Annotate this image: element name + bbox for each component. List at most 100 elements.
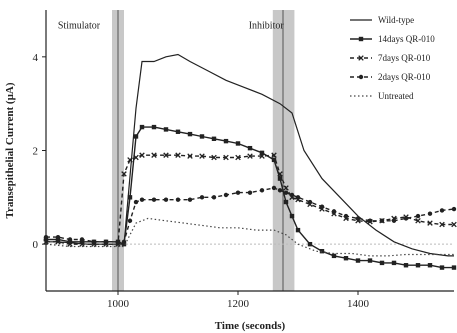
data-point <box>307 241 313 247</box>
marker-stroke <box>235 154 241 161</box>
x-axis-title: Time (seconds) <box>215 320 286 332</box>
data-point <box>271 185 277 191</box>
data-point <box>451 221 457 228</box>
series-untreated <box>45 217 454 257</box>
y-tick-label: 2 <box>33 146 39 158</box>
legend: Wild-type 14days QR-010 7days QR-010 2days … <box>350 15 435 101</box>
data-point <box>223 192 229 198</box>
shaded-band-inhibitor <box>272 10 295 291</box>
series-line <box>46 187 455 243</box>
data-point <box>67 241 73 247</box>
data-point <box>247 153 253 159</box>
data-point <box>343 256 349 261</box>
data-point <box>415 263 421 268</box>
marker-stroke <box>223 154 229 161</box>
marker-stroke <box>211 154 217 161</box>
legend-item: Wild-type <box>350 15 414 25</box>
data-point <box>79 239 85 245</box>
data-point <box>187 131 193 137</box>
series-line <box>46 53 454 257</box>
marker-stroke <box>151 152 157 158</box>
data-point <box>121 241 127 247</box>
data-point <box>199 134 205 139</box>
legend-item: 14days QR-010 <box>350 34 435 44</box>
data-point <box>319 248 325 254</box>
marker-stroke <box>283 185 289 191</box>
data-point <box>133 134 139 139</box>
data-point <box>151 124 157 130</box>
data-point <box>121 239 127 245</box>
data-point <box>211 154 217 161</box>
data-point <box>139 152 145 158</box>
data-point <box>295 227 301 233</box>
data-point <box>115 239 121 245</box>
marker-stroke <box>277 171 283 177</box>
data-point <box>55 239 61 245</box>
data-point <box>235 141 241 146</box>
legend-item: 7days QR-010 <box>350 53 431 63</box>
data-point <box>283 185 289 191</box>
series-line <box>46 154 454 245</box>
data-point <box>139 197 145 202</box>
data-point <box>391 260 397 266</box>
y-tick-label: 0 <box>33 239 39 251</box>
data-point <box>79 241 85 247</box>
data-point <box>307 199 313 205</box>
data-point <box>67 239 73 245</box>
legend-label: 7days QR-010 <box>378 53 431 63</box>
legend-label: Wild-type <box>378 15 414 25</box>
marker-stroke <box>199 153 205 159</box>
data-point <box>427 263 433 268</box>
data-point <box>439 208 445 213</box>
marker-stroke <box>55 239 61 245</box>
data-point <box>67 237 73 242</box>
data-point <box>235 154 241 161</box>
data-point <box>247 190 253 195</box>
legend-label: 2days QR-010 <box>378 72 431 82</box>
data-point <box>271 152 277 158</box>
data-point <box>343 213 349 219</box>
data-point <box>91 239 97 245</box>
data-point <box>55 237 61 242</box>
series-wild-type <box>46 53 454 257</box>
x-tick-label: 1000 <box>107 298 130 310</box>
legend-label: 14days QR-010 <box>378 34 435 44</box>
data-point <box>199 153 205 159</box>
marker-stroke <box>163 152 169 158</box>
data-point <box>127 195 133 200</box>
data-point <box>403 263 409 268</box>
marker-stroke <box>175 152 181 158</box>
data-point <box>121 171 127 177</box>
data-point <box>379 260 385 266</box>
data-point <box>367 258 373 263</box>
data-point <box>175 197 181 202</box>
data-point <box>451 265 457 270</box>
data-point <box>391 218 397 223</box>
data-point <box>223 138 229 144</box>
series-layer <box>43 53 457 270</box>
marker-stroke <box>439 221 445 228</box>
data-point <box>379 218 385 223</box>
data-point <box>163 152 169 158</box>
marker-stroke <box>121 171 127 177</box>
data-point <box>151 197 157 202</box>
data-point <box>367 218 373 223</box>
data-point <box>259 150 265 156</box>
data-point <box>427 220 433 226</box>
marker-stroke <box>358 55 364 61</box>
legend-swatch-marker <box>358 74 364 80</box>
data-point <box>79 237 85 242</box>
data-point <box>103 239 109 245</box>
data-point <box>439 221 445 228</box>
legend-item: Untreated <box>350 91 414 101</box>
data-point <box>187 153 193 159</box>
data-point <box>427 211 433 216</box>
data-point <box>271 157 277 163</box>
tick-labels: 0 2 4 1000 1200 1400 <box>33 52 370 310</box>
data-point <box>163 197 169 202</box>
vertical-lines <box>117 10 284 291</box>
data-point <box>235 190 241 195</box>
data-point <box>127 157 133 163</box>
data-point <box>403 216 409 221</box>
